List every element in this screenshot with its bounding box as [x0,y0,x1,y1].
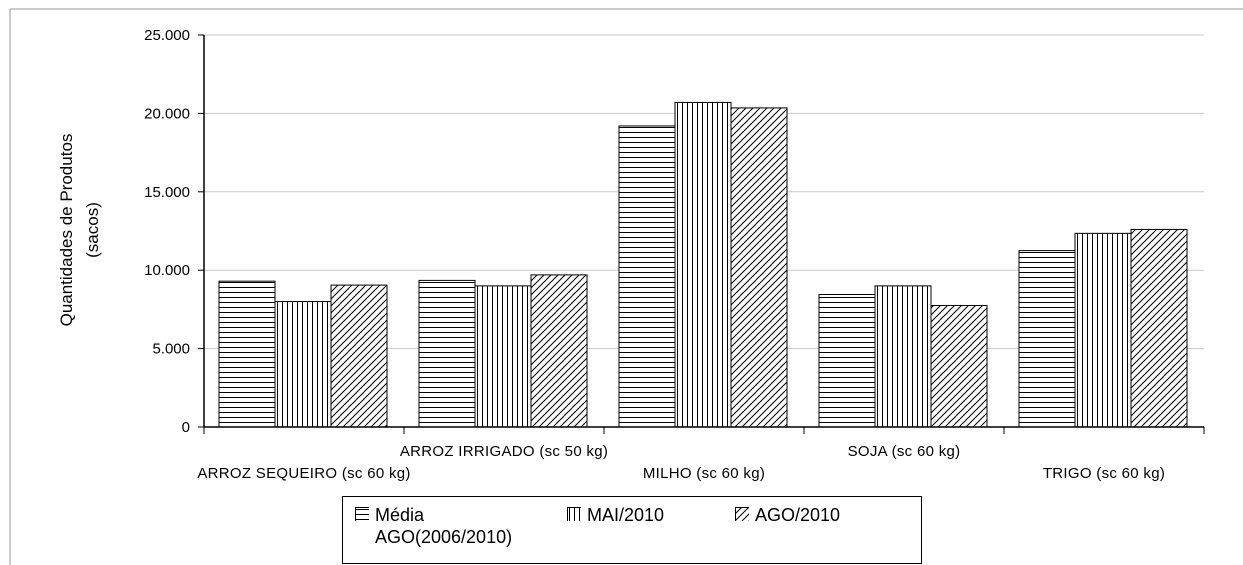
bar [674,101,732,428]
y-tick-label: 0 [182,419,190,436]
x-category-label: ARROZ IRRIGADO (sc 50 kg) [400,443,608,460]
legend-item: AGO/2010 [735,504,840,526]
bar [818,294,876,428]
bar [218,280,276,428]
y-axis-title: (sacos) [83,202,102,258]
y-axis-title: Quantidades de Produtos [57,134,76,327]
bar [1018,250,1076,428]
axes [198,34,1205,434]
bar [1074,232,1132,428]
bars [218,101,1188,428]
bar [618,125,676,428]
bar [874,285,932,428]
legend-item: MAI/2010 [567,504,664,526]
x-category-label: ARROZ SEQUEIRO (sc 60 kg) [197,465,410,482]
legend-swatch [567,507,581,521]
legend-item: Média AGO(2006/2010) [355,504,512,548]
x-category-label: MILHO (sc 60 kg) [643,465,765,482]
legend-label: MAI/2010 [587,505,665,525]
legend-swatch [355,507,369,521]
bar [530,274,588,428]
bar [330,284,388,428]
y-tick-label: 5.000 [152,341,190,358]
legend: Média AGO(2006/2010) MAI/2010 AGO/2010 [342,496,922,564]
bar [1130,228,1188,428]
y-tick-label: 10.000 [144,262,190,279]
y-tick-label: 25.000 [144,27,190,44]
bar [474,285,532,428]
labels: 0 5.000 10.000 15.000 20.000 25.000 ARROZ SEQU… [57,27,1165,482]
bar [930,304,988,428]
bar [418,279,476,428]
bar [274,301,332,428]
y-tick-label: 15.000 [144,184,190,201]
y-tick-label: 20.000 [144,105,190,122]
legend-label: AGO/2010 [755,505,841,525]
x-category-label: SOJA (sc 60 kg) [848,443,961,460]
x-category-label: TRIGO (sc 60 kg) [1043,465,1165,482]
legend-swatch [735,507,749,521]
legend-label: Média AGO(2006/2010) [375,505,513,547]
bar [730,107,788,428]
